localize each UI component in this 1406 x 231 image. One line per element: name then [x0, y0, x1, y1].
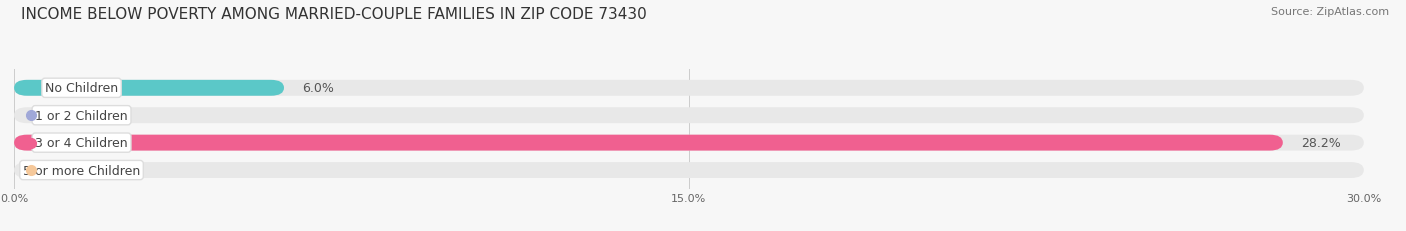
Text: 1 or 2 Children: 1 or 2 Children: [35, 109, 128, 122]
FancyBboxPatch shape: [14, 162, 1364, 178]
FancyBboxPatch shape: [14, 80, 284, 96]
Text: No Children: No Children: [45, 82, 118, 95]
Text: 28.2%: 28.2%: [1301, 137, 1340, 149]
Text: 6.0%: 6.0%: [302, 82, 333, 95]
FancyBboxPatch shape: [14, 135, 1282, 151]
Text: INCOME BELOW POVERTY AMONG MARRIED-COUPLE FAMILIES IN ZIP CODE 73430: INCOME BELOW POVERTY AMONG MARRIED-COUPL…: [21, 7, 647, 22]
FancyBboxPatch shape: [14, 135, 1364, 151]
Text: Source: ZipAtlas.com: Source: ZipAtlas.com: [1271, 7, 1389, 17]
Text: 3 or 4 Children: 3 or 4 Children: [35, 137, 128, 149]
Text: 0.0%: 0.0%: [32, 109, 65, 122]
FancyBboxPatch shape: [14, 108, 1364, 124]
Text: 0.0%: 0.0%: [32, 164, 65, 177]
FancyBboxPatch shape: [14, 80, 1364, 96]
Text: 5 or more Children: 5 or more Children: [22, 164, 141, 177]
